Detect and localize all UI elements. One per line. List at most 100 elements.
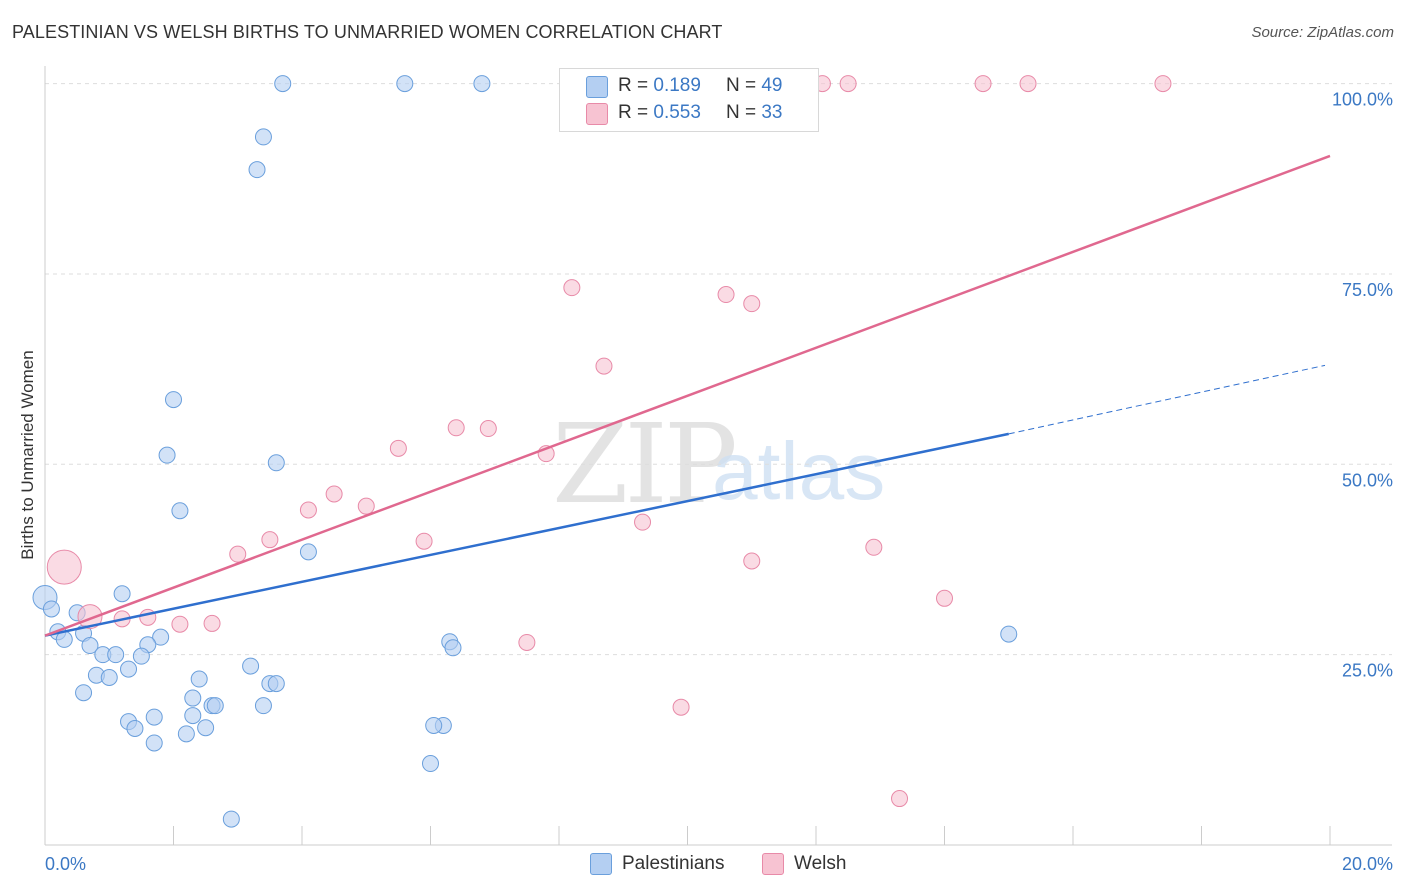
welsh-point <box>974 75 992 93</box>
palestinians-point <box>152 628 170 646</box>
x-tick-label: 20.0% <box>1342 854 1393 874</box>
y-tick-label: 75.0% <box>1342 280 1393 300</box>
welsh-point <box>357 497 375 515</box>
palestinians-point <box>422 755 439 773</box>
legend-r-label: R = <box>618 102 649 123</box>
bottom-legend-swatch-welsh <box>762 853 784 875</box>
welsh-point <box>77 604 103 630</box>
legend-n-label: N = <box>725 102 757 123</box>
palestinians-point <box>184 707 202 725</box>
welsh-point <box>479 420 497 438</box>
palestinians-point <box>206 697 224 715</box>
welsh-point <box>1019 75 1037 93</box>
x-tick-label: 0.0% <box>45 854 86 874</box>
palestinians-point <box>190 670 208 688</box>
welsh-point <box>891 790 909 808</box>
legend-swatch-welsh <box>586 103 608 125</box>
palestinians-point <box>274 75 292 93</box>
bottom-legend-welsh: Welsh <box>762 852 846 876</box>
legend-n-label: N = <box>725 75 757 96</box>
palestinians-point <box>299 543 317 561</box>
y-tick-label: 25.0% <box>1342 661 1393 681</box>
welsh-point <box>717 286 735 304</box>
palestinians-point <box>267 675 285 693</box>
legend-n-value: 49 <box>761 75 783 96</box>
welsh-point <box>447 419 465 437</box>
palestinians-point <box>396 75 414 93</box>
welsh-point <box>743 295 761 313</box>
palestinians-point <box>267 454 285 472</box>
bottom-legend-palestinians: Palestinians <box>590 852 724 876</box>
palestinians-point <box>171 502 189 520</box>
palestinians-point <box>254 697 272 715</box>
welsh-point <box>865 538 883 556</box>
welsh-point <box>936 589 953 607</box>
palestinians-point <box>75 684 93 702</box>
y-tick-label: 100.0% <box>1332 90 1393 110</box>
palestinians-point <box>132 647 150 665</box>
welsh-trend-line <box>44 154 1331 637</box>
palestinians-point <box>242 657 260 675</box>
palestinians-point <box>177 725 195 743</box>
palestinians-point <box>145 708 163 726</box>
welsh-point <box>518 633 536 651</box>
palestinians-point <box>184 689 202 707</box>
palestinians-point <box>107 646 125 664</box>
palestinians-point <box>165 391 182 409</box>
welsh-point <box>595 357 613 375</box>
palestinians-trend-extension <box>1008 364 1326 435</box>
welsh-point <box>389 439 407 457</box>
welsh-point <box>46 549 82 585</box>
bottom-legend-label-palestinians: Palestinians <box>622 853 725 874</box>
legend-r-value: 0.553 <box>653 102 701 123</box>
welsh-point <box>229 545 247 563</box>
palestinians-point <box>1000 625 1018 643</box>
legend-n-value: 33 <box>761 102 783 123</box>
welsh-point <box>261 531 279 549</box>
tick-label-layer: 25.0% 50.0% 75.0% 100.0% 0.0% 20.0% <box>45 90 1393 874</box>
palestinians-point <box>473 75 491 93</box>
legend-r-label: R = <box>618 75 649 96</box>
source-credit: Source: ZipAtlas.com <box>1251 24 1394 41</box>
palestinians-point <box>425 716 443 734</box>
palestinians-point <box>120 660 138 678</box>
welsh-point <box>634 513 652 531</box>
bottom-legend-swatch-palestinians <box>590 853 612 875</box>
legend-row-palestinians: R = 0.189 N = 49 <box>618 73 782 99</box>
y-tick-label: 50.0% <box>1342 470 1393 490</box>
palestinians-point <box>197 719 215 737</box>
welsh-point <box>325 485 343 503</box>
axis-layer <box>44 66 1392 846</box>
palestinians-point <box>113 585 131 603</box>
palestinians-point <box>158 446 176 464</box>
palestinians-point <box>222 810 240 828</box>
correlation-legend: R = 0.189 N = 49 R = 0.553 N = 33 <box>559 68 819 132</box>
welsh-point <box>839 75 857 93</box>
palestinians-point <box>248 161 266 179</box>
legend-row-welsh: R = 0.553 N = 33 <box>618 100 782 126</box>
chart-title: PALESTINIAN VS WELSH BIRTHS TO UNMARRIED… <box>12 22 723 42</box>
palestinians-point <box>145 734 163 752</box>
palestinians-trend-line <box>44 432 1010 637</box>
points-layer <box>32 75 1172 828</box>
legend-swatch-palestinians <box>586 76 608 98</box>
watermark-atlas: atlas <box>712 426 886 517</box>
palestinians-point <box>100 668 118 686</box>
welsh-point <box>743 552 761 570</box>
welsh-point <box>299 501 317 519</box>
welsh-point <box>563 279 581 297</box>
welsh-point <box>203 614 221 632</box>
welsh-point <box>672 698 690 716</box>
welsh-point <box>415 532 433 550</box>
legend-r-value: 0.189 <box>653 75 701 96</box>
palestinians-point <box>444 639 462 657</box>
welsh-point <box>1154 75 1172 93</box>
trend-layer <box>44 154 1331 637</box>
palestinians-point <box>254 128 272 146</box>
grid-layer <box>45 83 1392 656</box>
bottom-legend-label-welsh: Welsh <box>794 853 847 874</box>
palestinians-point <box>42 600 60 618</box>
palestinians-point <box>126 720 144 738</box>
welsh-point <box>171 615 189 633</box>
